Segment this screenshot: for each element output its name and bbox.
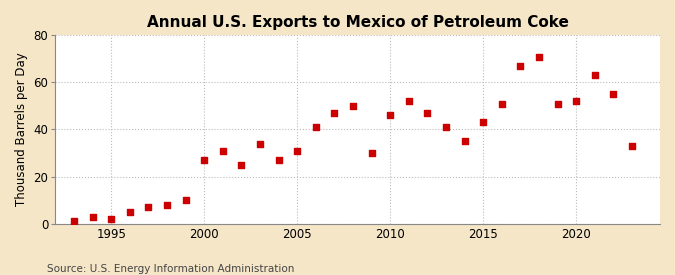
- Point: [515, 64, 526, 68]
- Point: [273, 158, 284, 162]
- Point: [106, 217, 117, 221]
- Point: [69, 219, 80, 223]
- Point: [124, 210, 135, 214]
- Point: [87, 214, 98, 219]
- Point: [292, 148, 302, 153]
- Point: [254, 141, 265, 146]
- Point: [143, 205, 154, 209]
- Point: [199, 158, 210, 162]
- Title: Annual U.S. Exports to Mexico of Petroleum Coke: Annual U.S. Exports to Mexico of Petrole…: [146, 15, 568, 30]
- Text: Source: U.S. Energy Information Administration: Source: U.S. Energy Information Administ…: [47, 264, 294, 274]
- Point: [217, 148, 228, 153]
- Point: [385, 113, 396, 117]
- Point: [367, 151, 377, 155]
- Point: [180, 198, 191, 202]
- Point: [534, 54, 545, 59]
- Point: [329, 111, 340, 115]
- Point: [441, 125, 452, 129]
- Point: [161, 203, 172, 207]
- Point: [589, 73, 600, 78]
- Y-axis label: Thousand Barrels per Day: Thousand Barrels per Day: [15, 53, 28, 206]
- Point: [571, 99, 582, 103]
- Point: [608, 92, 619, 96]
- Point: [552, 101, 563, 106]
- Point: [404, 99, 414, 103]
- Point: [236, 163, 247, 167]
- Point: [626, 144, 637, 148]
- Point: [310, 125, 321, 129]
- Point: [478, 120, 489, 125]
- Point: [459, 139, 470, 144]
- Point: [348, 104, 358, 108]
- Point: [422, 111, 433, 115]
- Point: [497, 101, 508, 106]
